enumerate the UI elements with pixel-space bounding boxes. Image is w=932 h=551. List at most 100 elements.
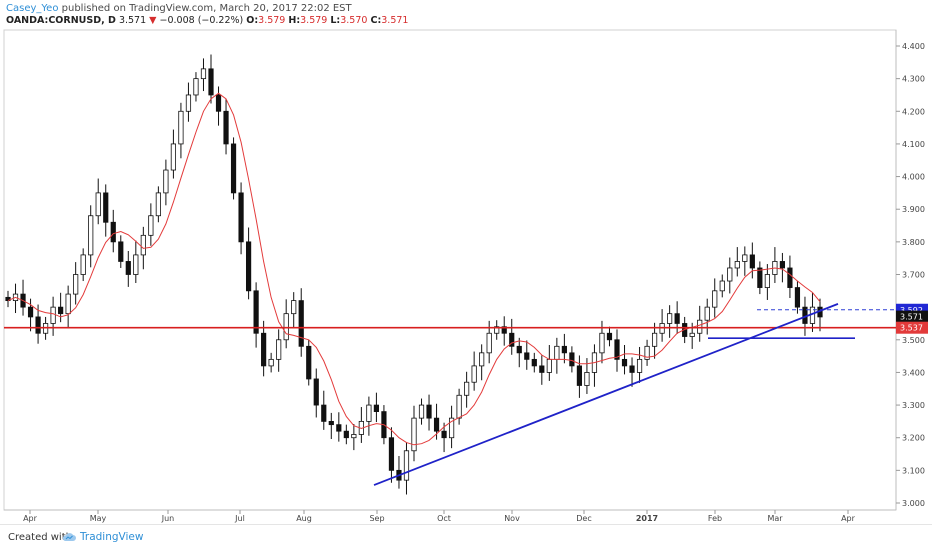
candle — [704, 298, 710, 335]
candle — [155, 186, 161, 223]
candle-body — [291, 300, 297, 315]
time-tick-label: Apr — [841, 514, 856, 523]
candle-body — [298, 300, 304, 347]
candle — [629, 357, 635, 387]
candle-body — [584, 372, 590, 386]
price-change: −0.008 (−0.22%) — [159, 15, 244, 26]
time-tick-label: 2017 — [636, 514, 658, 523]
price-tick-label: 4.300 — [902, 75, 925, 84]
candle — [223, 98, 229, 155]
candle — [742, 246, 748, 276]
price-tick-label: 3.200 — [902, 434, 925, 443]
created-with-text: Created with — [8, 532, 72, 543]
candle — [178, 102, 184, 159]
price-badge-label: 3.537 — [900, 324, 923, 333]
candle — [614, 329, 620, 372]
candle-body — [712, 290, 718, 308]
time-tick-label: May — [90, 514, 107, 523]
candle-body — [644, 345, 650, 360]
candle-body — [764, 274, 770, 288]
price-tick-label: 3.400 — [902, 368, 925, 377]
tradingview-cloud-icon — [62, 533, 76, 541]
price-badge-label: 3.592 — [900, 306, 923, 315]
time-tick-label: Mar — [767, 514, 783, 523]
candle-body — [125, 261, 131, 275]
author-link[interactable]: Casey_Yeo — [6, 3, 59, 14]
candle-body — [403, 450, 410, 481]
candle-body — [629, 365, 635, 373]
candle-body — [88, 215, 94, 256]
price-tick-label: 3.700 — [902, 271, 925, 280]
candle — [193, 72, 199, 102]
candle-body — [411, 417, 417, 452]
publish-header: Casey_Yeo published on TradingView.com, … — [6, 2, 352, 15]
candle — [396, 455, 402, 489]
candle — [667, 305, 673, 338]
candle-body — [336, 424, 342, 432]
candle — [403, 442, 410, 495]
candle-body — [27, 306, 34, 318]
candle — [351, 424, 357, 451]
candle-body — [509, 332, 515, 347]
candle-body — [749, 254, 755, 269]
low-label: L: — [330, 15, 341, 26]
candle — [321, 390, 327, 430]
candle — [343, 424, 349, 445]
candle-body — [58, 306, 64, 315]
candle — [411, 405, 417, 462]
candle — [245, 227, 252, 300]
high-label: H: — [288, 15, 301, 26]
candle-body — [667, 313, 673, 324]
candle — [27, 298, 34, 332]
candle — [448, 405, 455, 449]
candle-body — [433, 417, 440, 432]
candle — [88, 205, 94, 268]
price-tick-label: 3.500 — [902, 336, 925, 345]
candle-body — [155, 192, 161, 217]
candle — [358, 407, 364, 443]
candle-body — [554, 345, 560, 360]
candle — [238, 182, 244, 255]
high-value: 3.579 — [300, 15, 328, 26]
candle — [697, 305, 703, 342]
candle-body — [734, 261, 740, 269]
candle — [509, 318, 515, 355]
candle-body — [501, 326, 507, 334]
candle — [20, 279, 26, 316]
candle-body — [65, 293, 71, 315]
candle — [464, 371, 470, 408]
candle — [328, 412, 334, 440]
time-tick-label: Aug — [296, 514, 312, 523]
candle-body — [651, 332, 658, 347]
candle — [200, 58, 207, 92]
candle — [764, 264, 770, 300]
candle — [606, 326, 613, 347]
price-chart[interactable]: 4.400 4.300 4.200 4.100 4.000 3.900 3.800 3.700… — [0, 0, 932, 524]
candle-body — [486, 332, 492, 354]
candle-body — [524, 352, 530, 360]
candle — [268, 352, 274, 373]
candle — [35, 304, 41, 344]
time-tick-label: Nov — [504, 514, 520, 523]
price-badge: 3.571 — [896, 310, 928, 323]
candle-body — [441, 430, 447, 439]
candle — [291, 292, 297, 329]
candle — [644, 339, 650, 366]
candle — [441, 422, 447, 453]
candle — [208, 54, 214, 104]
candle — [561, 333, 567, 364]
candle — [479, 344, 485, 381]
candle-body — [193, 78, 199, 96]
candle — [456, 388, 462, 425]
candle-body — [148, 215, 154, 236]
candle-body — [531, 358, 537, 367]
price-badge: 3.537 — [896, 321, 928, 334]
candle-body — [546, 358, 552, 373]
tradingview-brand[interactable]: TradingView — [62, 531, 143, 543]
candle — [516, 337, 522, 368]
moving-average-line — [7, 92, 821, 446]
candle — [576, 355, 583, 398]
open-value: 3.579 — [258, 15, 286, 26]
candle-body — [742, 254, 748, 262]
